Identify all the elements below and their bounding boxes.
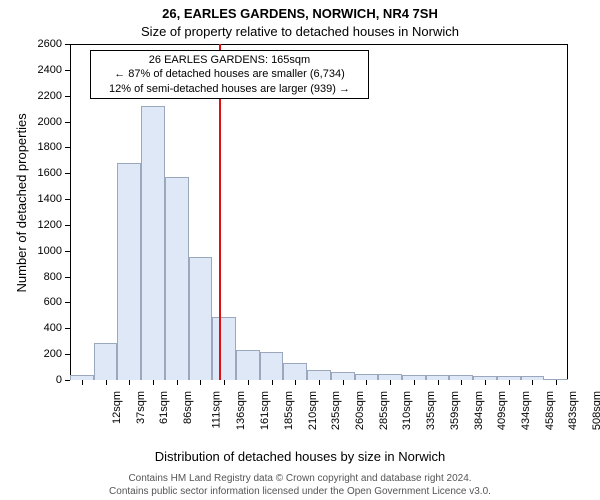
histogram-bar xyxy=(189,257,213,380)
x-tick xyxy=(343,380,344,385)
x-tick xyxy=(556,380,557,385)
title-line2: Size of property relative to detached ho… xyxy=(0,24,600,39)
x-tick-label: 434sqm xyxy=(520,386,532,430)
y-axis-label: Number of detached properties xyxy=(14,113,29,292)
x-tick-label: 111sqm xyxy=(210,386,222,429)
annotation-line: 26 EARLES GARDENS: 165sqm xyxy=(97,53,362,67)
x-tick xyxy=(485,380,486,385)
x-tick xyxy=(106,380,107,385)
x-tick-label: 185sqm xyxy=(283,386,295,430)
x-tick xyxy=(414,380,415,385)
y-axis xyxy=(70,44,71,380)
y-tick-label: 400 xyxy=(44,322,70,334)
x-tick-label: 86sqm xyxy=(182,386,194,424)
histogram-bar xyxy=(94,343,118,380)
annotation-line: 12% of semi-detached houses are larger (… xyxy=(97,82,362,96)
y-tick-label: 1400 xyxy=(38,193,70,205)
x-tick-label: 161sqm xyxy=(259,386,271,430)
histogram-bar xyxy=(117,163,141,380)
attribution: Contains HM Land Registry data © Crown c… xyxy=(0,473,600,498)
x-tick-label: 210sqm xyxy=(307,386,319,430)
y-tick-label: 1200 xyxy=(38,219,70,231)
x-tick xyxy=(129,380,130,385)
histogram-bar xyxy=(331,372,355,380)
histogram-bar xyxy=(283,363,307,380)
y-tick-label: 200 xyxy=(44,348,70,360)
attribution-line1: Contains HM Land Registry data © Crown c… xyxy=(0,473,600,486)
annotation-line: ← 87% of detached houses are smaller (6,… xyxy=(97,67,362,81)
x-tick xyxy=(532,380,533,385)
x-tick-label: 310sqm xyxy=(402,386,414,430)
histogram-bar xyxy=(141,106,165,380)
attribution-line2: Contains public sector information licen… xyxy=(0,486,600,499)
x-tick xyxy=(153,380,154,385)
x-tick xyxy=(461,380,462,385)
x-axis-label: Distribution of detached houses by size … xyxy=(0,449,600,464)
y-tick-label: 600 xyxy=(44,296,70,308)
x-tick xyxy=(438,380,439,385)
y-tick-label: 800 xyxy=(44,271,70,283)
title-line1: 26, EARLES GARDENS, NORWICH, NR4 7SH xyxy=(0,6,600,21)
x-tick xyxy=(200,380,201,385)
x-tick xyxy=(295,380,296,385)
histogram-bar xyxy=(236,350,260,380)
y-tick-label: 1600 xyxy=(38,167,70,179)
x-tick-label: 359sqm xyxy=(449,386,461,430)
x-tick-label: 483sqm xyxy=(568,386,580,430)
y-tick-label: 1800 xyxy=(38,141,70,153)
x-tick-label: 37sqm xyxy=(135,386,147,424)
x-tick-label: 61sqm xyxy=(158,386,170,424)
x-tick-label: 285sqm xyxy=(378,386,390,430)
histogram-bar xyxy=(165,177,189,380)
chart-page: 26, EARLES GARDENS, NORWICH, NR4 7SH Siz… xyxy=(0,0,600,500)
y-tick-label: 2600 xyxy=(38,38,70,50)
x-tick xyxy=(390,380,391,385)
y-tick-label: 2000 xyxy=(38,116,70,128)
x-tick xyxy=(319,380,320,385)
right-spine xyxy=(567,44,568,380)
x-tick xyxy=(248,380,249,385)
top-spine xyxy=(70,44,568,45)
x-tick-label: 335sqm xyxy=(425,386,437,430)
x-tick-label: 409sqm xyxy=(496,386,508,430)
x-tick-label: 384sqm xyxy=(473,386,485,430)
y-tick-label: 2400 xyxy=(38,64,70,76)
x-tick xyxy=(82,380,83,385)
histogram-bar xyxy=(307,370,331,380)
histogram-bar xyxy=(260,352,284,380)
y-tick-label: 1000 xyxy=(38,245,70,257)
x-tick xyxy=(509,380,510,385)
x-tick-label: 136sqm xyxy=(236,386,248,430)
annotation-box: 26 EARLES GARDENS: 165sqm← 87% of detach… xyxy=(90,50,369,99)
x-tick xyxy=(272,380,273,385)
y-tick-label: 0 xyxy=(56,374,70,386)
y-tick-label: 2200 xyxy=(38,90,70,102)
x-tick xyxy=(224,380,225,385)
x-tick-label: 12sqm xyxy=(111,386,123,424)
histogram-bar xyxy=(212,317,236,380)
x-tick xyxy=(177,380,178,385)
x-tick-label: 235sqm xyxy=(330,386,342,430)
x-tick-label: 260sqm xyxy=(354,386,366,430)
x-tick xyxy=(366,380,367,385)
x-tick-label: 458sqm xyxy=(544,386,556,430)
x-tick-label: 508sqm xyxy=(591,386,600,430)
